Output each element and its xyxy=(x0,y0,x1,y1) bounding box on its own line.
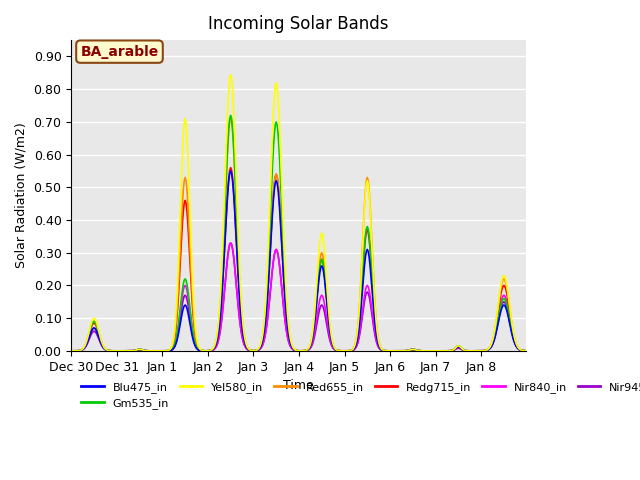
Text: BA_arable: BA_arable xyxy=(81,45,159,59)
Title: Incoming Solar Bands: Incoming Solar Bands xyxy=(208,15,388,33)
Legend: Blu475_in, Gm535_in, Yel580_in, Red655_in, Redg715_in, Nir840_in, Nir945_in: Blu475_in, Gm535_in, Yel580_in, Red655_i… xyxy=(77,377,640,414)
Y-axis label: Solar Radiation (W/m2): Solar Radiation (W/m2) xyxy=(15,122,28,268)
X-axis label: Time: Time xyxy=(283,379,314,392)
